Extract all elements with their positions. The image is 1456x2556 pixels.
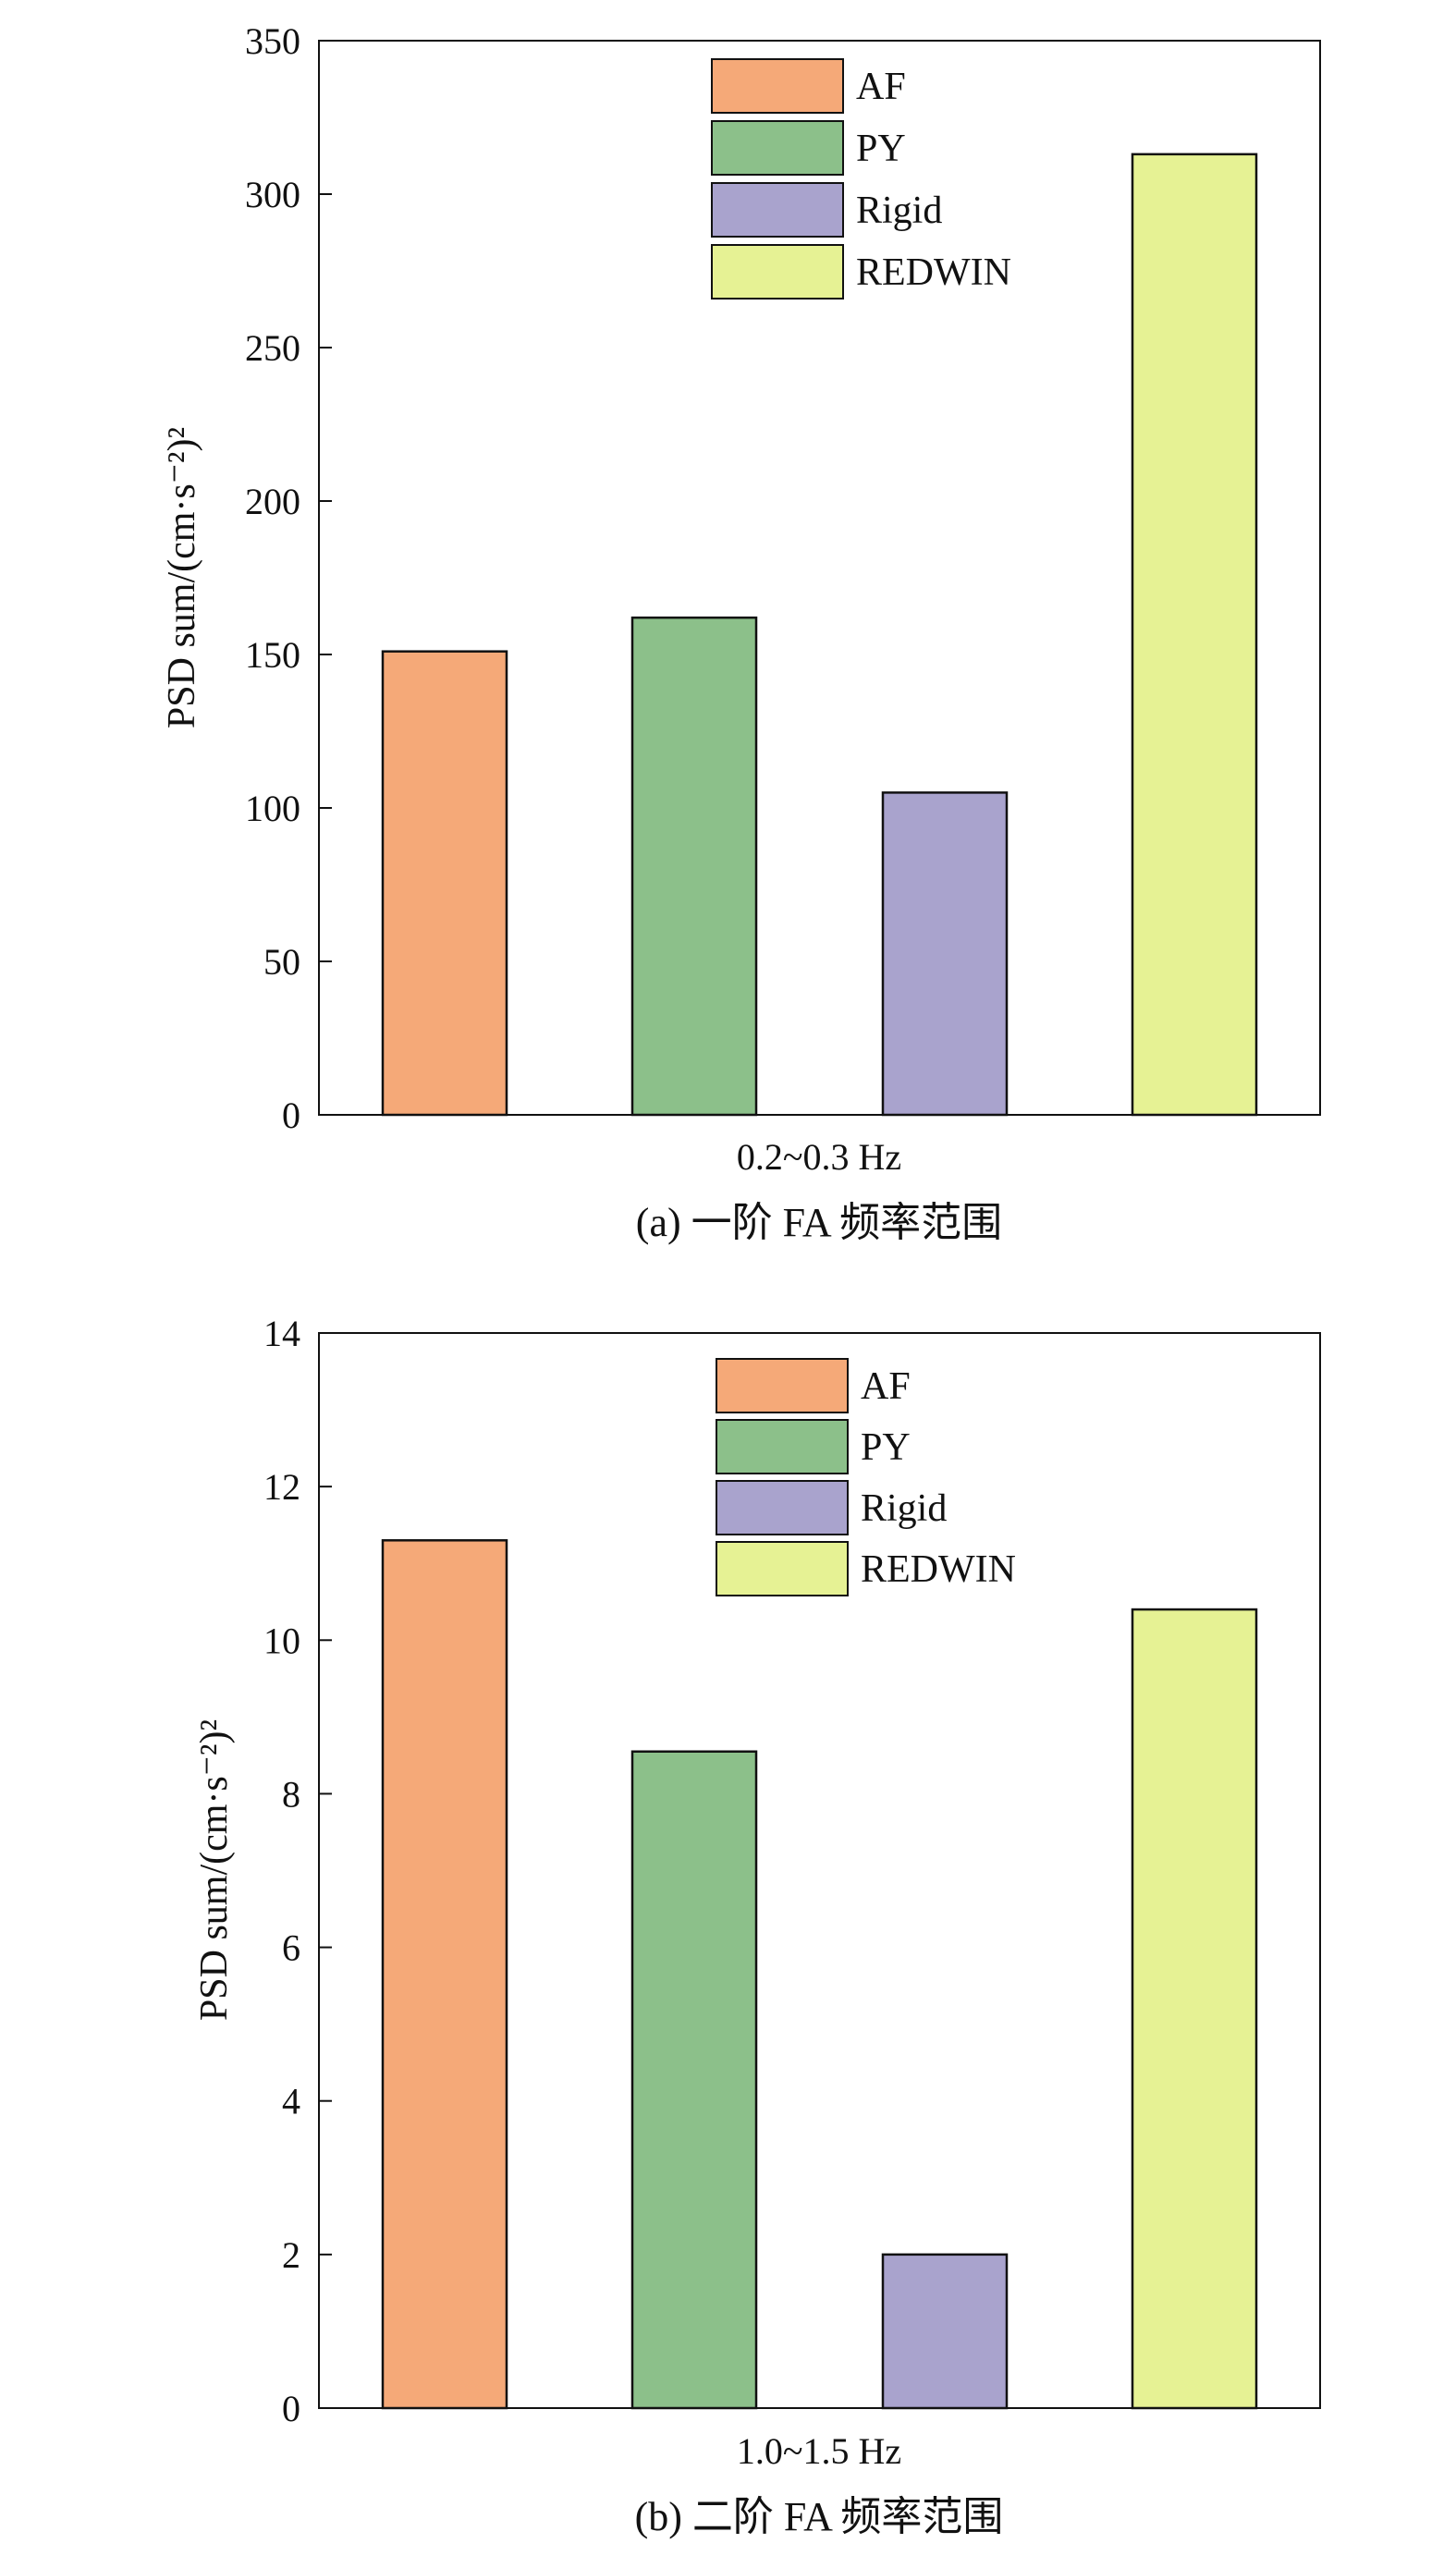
y-tick-label: 250 — [245, 327, 300, 369]
bar-rigid — [881, 2253, 1009, 2410]
chart-a-legend: AF PY Rigid REDWIN — [711, 58, 1011, 300]
chart-a-bars — [381, 153, 1258, 1117]
bar-py — [630, 1750, 758, 2410]
legend-b-label-rigid: Rigid — [861, 1487, 947, 1530]
chart-b-caption: (b) 二阶 FA 频率范围 — [635, 2494, 1004, 2539]
chart-a-caption: (a) 一阶 FA 频率范围 — [636, 1200, 1002, 1245]
legend-b-swatch-rigid — [716, 1480, 849, 1535]
legend-b-swatch-redwin — [716, 1541, 849, 1596]
y-tick-label: 12 — [263, 1466, 300, 1508]
chart-a-x-axis-label: 0.2~0.3 Hz — [737, 1136, 901, 1178]
chart-a-plot-frame — [318, 40, 1321, 1116]
chart-b-y-ticks: 0 2 4 6 8 10 12 14 — [263, 1313, 332, 2429]
y-tick-label: 14 — [263, 1313, 300, 1354]
y-tick-label: 4 — [282, 2081, 300, 2122]
y-tick-label: 300 — [245, 174, 300, 215]
legend-a-swatch-af — [711, 58, 844, 114]
legend-b-label-py: PY — [861, 1426, 911, 1469]
legend-a-label-rigid: Rigid — [856, 190, 942, 232]
chart-b-bars — [381, 1539, 1258, 2410]
y-tick-label: 50 — [263, 941, 300, 983]
chart-a-y-ticks: 0 50 100 150 200 250 300 350 — [245, 20, 332, 1136]
chart-b-x-axis-label: 1.0~1.5 Hz — [737, 2430, 901, 2472]
chart-b-y-axis-title: PSD sum/(cm·s⁻²)² — [193, 1719, 236, 2021]
legend-b-swatch-af — [716, 1358, 849, 1413]
y-tick-label: 200 — [245, 481, 300, 522]
chart-b-plot-frame — [318, 1332, 1321, 2409]
legend-a-label-af: AF — [856, 66, 906, 108]
legend-b-label-af: AF — [861, 1365, 911, 1408]
bar-redwin — [1131, 1608, 1258, 2410]
bar-py — [630, 616, 758, 1117]
y-tick-label: 150 — [245, 634, 300, 676]
chart-b-legend: AF PY Rigid REDWIN — [716, 1358, 1016, 1596]
chart-b: 0 2 4 6 8 10 12 14 PSD sum/(cm·s⁻²)² 1.0~1.5 Hz… — [193, 1313, 1321, 2539]
y-tick-label: 8 — [282, 1773, 300, 1815]
bar-redwin — [1131, 153, 1258, 1117]
bar-af — [381, 650, 508, 1117]
y-tick-label: 100 — [245, 788, 300, 829]
y-tick-label: 2 — [282, 2234, 300, 2276]
legend-b-swatch-py — [716, 1419, 849, 1474]
y-tick-label: 0 — [282, 1095, 300, 1136]
legend-a-label-py: PY — [856, 128, 906, 170]
y-tick-label: 350 — [245, 20, 300, 62]
chart-a-y-axis-title: PSD sum/(cm·s⁻²)² — [161, 427, 203, 728]
legend-a-swatch-rigid — [711, 182, 844, 238]
y-tick-label: 10 — [263, 1620, 300, 1661]
legend-a-swatch-redwin — [711, 244, 844, 300]
y-tick-label: 0 — [282, 2388, 300, 2429]
legend-b-label-redwin: REDWIN — [861, 1548, 1016, 1591]
legend-a-swatch-py — [711, 120, 844, 176]
bar-af — [381, 1539, 508, 2410]
y-tick-label: 6 — [282, 1927, 300, 1969]
legend-a-label-redwin: REDWIN — [856, 251, 1011, 294]
bar-rigid — [881, 791, 1009, 1117]
